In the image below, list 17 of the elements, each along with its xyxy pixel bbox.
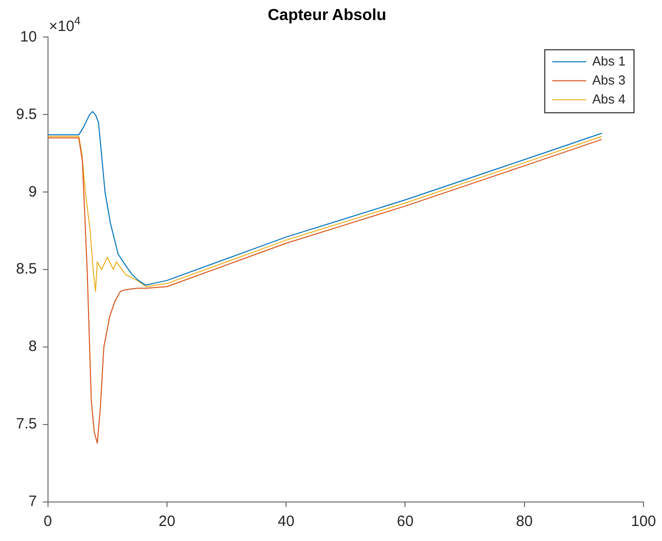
- y-tick-label: 7: [28, 493, 37, 510]
- x-tick-label: 100: [630, 513, 656, 530]
- x-tick-label: 60: [396, 513, 414, 530]
- y-tick-label: 8: [28, 338, 37, 356]
- chart-title: Capteur Absolu: [268, 7, 386, 24]
- legend-label: Abs 3: [592, 72, 626, 88]
- legend-label: Abs 4: [592, 91, 626, 106]
- x-tick-label: 80: [516, 513, 533, 530]
- y-tick-label: 9: [28, 183, 37, 200]
- y-tick-label: 7.5: [16, 416, 37, 433]
- y-tick-label: 8.5: [16, 260, 37, 278]
- x-tick-label: 20: [158, 513, 176, 530]
- legend-label: Abs 1: [592, 53, 626, 68]
- y-tick-label: 9.5: [16, 106, 37, 123]
- x-tick-label: 40: [278, 513, 294, 530]
- x-tick-label: 0: [44, 513, 52, 530]
- y-tick-label: 10: [20, 28, 37, 46]
